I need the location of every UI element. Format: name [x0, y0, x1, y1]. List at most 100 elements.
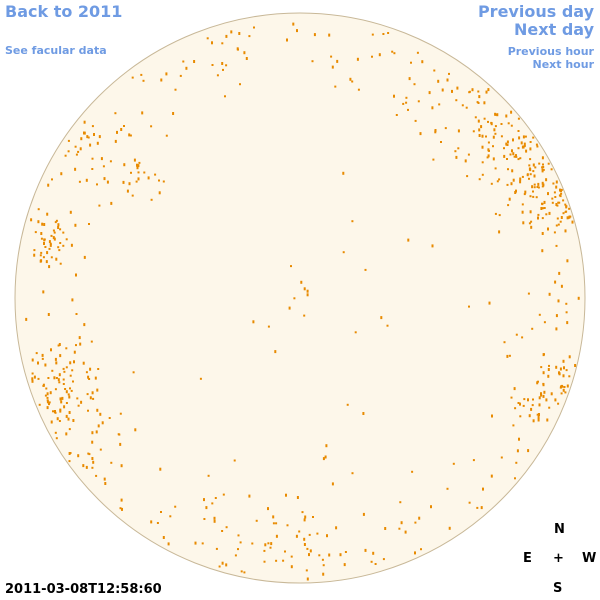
facula	[308, 533, 311, 536]
facula	[141, 111, 144, 115]
facula	[68, 460, 71, 463]
next-day-link[interactable]: Next day	[514, 20, 594, 39]
facula	[454, 150, 457, 153]
facula	[290, 555, 293, 558]
facula	[295, 534, 298, 538]
facula	[286, 38, 288, 42]
facula	[455, 155, 458, 159]
facula	[532, 195, 535, 198]
facula	[292, 22, 295, 26]
facula	[477, 102, 480, 104]
previous-hour-link[interactable]: Previous hour	[507, 45, 594, 58]
facula	[446, 487, 449, 490]
facula	[556, 217, 559, 220]
facula	[408, 77, 411, 81]
facula	[382, 558, 385, 561]
facula	[98, 204, 101, 207]
facula	[372, 551, 375, 555]
facula	[57, 378, 60, 382]
facula	[311, 60, 314, 63]
compass-west: W	[582, 551, 597, 566]
facula	[221, 62, 224, 65]
facula	[59, 397, 62, 401]
facula	[542, 394, 545, 398]
facula	[457, 147, 460, 150]
facula	[555, 314, 558, 318]
facula	[393, 52, 396, 55]
facula	[516, 449, 519, 453]
facula	[322, 572, 325, 576]
facula	[65, 347, 68, 350]
facula	[54, 357, 57, 361]
facula	[521, 210, 524, 214]
facula	[490, 474, 493, 478]
facula	[477, 90, 480, 93]
facula	[566, 384, 569, 388]
facula	[59, 228, 62, 231]
facula	[508, 197, 511, 201]
facula	[346, 403, 349, 406]
facula	[282, 559, 285, 562]
facula	[370, 560, 373, 563]
facula	[555, 185, 558, 189]
facula	[560, 392, 563, 395]
facula	[416, 51, 419, 54]
facula	[438, 103, 441, 106]
facula	[83, 255, 86, 259]
facula	[328, 553, 331, 557]
facula	[362, 412, 365, 415]
facula	[293, 297, 296, 300]
facula	[237, 48, 239, 51]
facula	[306, 577, 309, 581]
facula	[507, 122, 510, 125]
facula	[211, 41, 213, 45]
facula	[542, 382, 545, 385]
facula	[131, 194, 134, 197]
facula	[523, 398, 526, 401]
facula	[382, 33, 385, 35]
facula	[55, 257, 58, 261]
facula	[60, 400, 63, 404]
facula	[434, 129, 437, 132]
facula	[551, 197, 554, 200]
facula	[239, 83, 241, 86]
facula	[136, 163, 138, 167]
previous-day-link[interactable]: Previous day	[477, 2, 594, 21]
facula	[417, 100, 420, 103]
facula	[162, 536, 165, 539]
facula	[543, 207, 546, 209]
facula	[60, 172, 63, 176]
facular-data-link[interactable]: See facular data	[5, 44, 107, 57]
back-link[interactable]: Back to 2011	[5, 2, 123, 21]
facula	[331, 65, 334, 69]
facula	[300, 280, 303, 284]
facula	[326, 534, 328, 538]
facula	[522, 221, 525, 225]
facula	[68, 452, 71, 455]
facula	[92, 460, 95, 464]
facula	[515, 333, 518, 336]
facula	[523, 142, 526, 146]
facula	[503, 147, 505, 150]
facula	[552, 182, 555, 185]
facula	[221, 561, 224, 565]
facula	[536, 413, 539, 416]
facula	[55, 377, 58, 379]
facula	[62, 244, 65, 247]
facula	[555, 224, 558, 227]
next-hour-link[interactable]: Next hour	[532, 58, 595, 71]
facula	[91, 457, 94, 460]
facula	[83, 120, 86, 124]
facula	[286, 524, 289, 527]
facula	[65, 238, 68, 241]
facula	[558, 271, 561, 275]
facula	[95, 430, 98, 434]
facula	[478, 178, 481, 181]
facula	[538, 413, 540, 416]
facula	[531, 327, 534, 330]
facula	[65, 414, 68, 418]
facula	[305, 569, 308, 572]
facula	[119, 412, 122, 415]
facula	[290, 265, 292, 268]
facula	[414, 119, 417, 122]
